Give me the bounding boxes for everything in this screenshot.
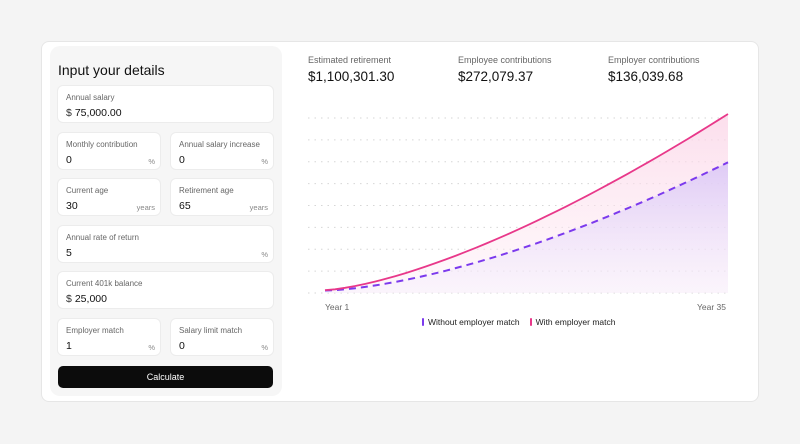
calculator-card: Input your details Annual salary $75,000… xyxy=(41,41,759,402)
percent-suffix: % xyxy=(261,343,268,352)
annual-salary-increase-input[interactable]: 0 xyxy=(179,154,185,166)
retirement-growth-chart xyxy=(308,113,729,294)
field-label: Monthly contribution xyxy=(66,140,138,149)
stat-value: $1,100,301.30 xyxy=(308,69,395,84)
field-label: Current age xyxy=(66,186,109,195)
without-match-line xyxy=(324,161,729,292)
with-match-line xyxy=(324,113,729,291)
salary-limit-match-field[interactable]: Salary limit match 0 % xyxy=(171,319,273,355)
annual-salary-field[interactable]: Annual salary $75,000.00 xyxy=(58,86,273,122)
field-label: Annual salary xyxy=(66,93,115,102)
field-label: Annual rate of return xyxy=(66,233,139,242)
retirement-age-input[interactable]: 65 xyxy=(179,200,191,212)
current-age-input[interactable]: 30 xyxy=(66,200,78,212)
pink-swatch-icon xyxy=(529,318,532,326)
retirement-age-field[interactable]: Retirement age 65 years xyxy=(171,179,273,215)
legend-label: Without employer match xyxy=(428,317,520,327)
field-label: Employer match xyxy=(66,326,124,335)
annual-rate-of-return-field[interactable]: Annual rate of return 5 % xyxy=(58,226,273,262)
legend-label: With employer match xyxy=(535,317,616,327)
percent-suffix: % xyxy=(148,157,155,166)
annual-salary-increase-field[interactable]: Annual salary increase 0 % xyxy=(171,133,273,169)
dollar-prefix: $ xyxy=(66,107,72,119)
stat-label: Employer contributions xyxy=(608,55,700,65)
years-suffix: years xyxy=(249,203,268,212)
field-label: Annual salary increase xyxy=(179,140,260,149)
dollar-prefix: $ xyxy=(66,293,72,305)
field-label: Retirement age xyxy=(179,186,234,195)
stat-estimated-retirement: Estimated retirement $1,100,301.30 xyxy=(308,55,394,84)
annual-salary-input[interactable]: 75,000.00 xyxy=(74,107,122,119)
x-axis-end-label: Year 35 xyxy=(697,302,726,312)
employer-match-field[interactable]: Employer match 1 % xyxy=(58,319,160,355)
salary-limit-match-input[interactable]: 0 xyxy=(179,340,185,352)
monthly-contribution-input[interactable]: 0 xyxy=(66,154,72,166)
chart-legend: Without employer match With employer mat… xyxy=(422,317,616,327)
stat-employee-contributions: Employee contributions $272,079.37 xyxy=(458,55,552,84)
stat-label: Estimated retirement xyxy=(308,55,392,65)
legend-item-with-match[interactable]: With employer match xyxy=(529,317,616,327)
percent-suffix: % xyxy=(261,250,268,259)
employer-match-input[interactable]: 1 xyxy=(66,340,72,352)
current-401k-balance-field[interactable]: Current 401k balance $25,000 xyxy=(58,272,273,308)
percent-suffix: % xyxy=(261,157,268,166)
field-label: Salary limit match xyxy=(179,326,243,335)
stat-value: $136,039.68 xyxy=(608,69,684,84)
percent-suffix: % xyxy=(148,343,155,352)
current-401k-balance-input[interactable]: 25,000 xyxy=(74,293,107,305)
legend-item-without-match[interactable]: Without employer match xyxy=(422,317,520,327)
stat-value: $272,079.37 xyxy=(458,69,534,84)
stat-label: Employee contributions xyxy=(458,55,552,65)
monthly-contribution-field[interactable]: Monthly contribution 0 % xyxy=(58,133,160,169)
annual-rate-of-return-input[interactable]: 5 xyxy=(66,247,72,259)
stat-employer-contributions: Employer contributions $136,039.68 xyxy=(608,55,700,84)
form-title: Input your details xyxy=(58,62,165,78)
field-label: Current 401k balance xyxy=(66,279,143,288)
purple-swatch-icon xyxy=(422,318,424,326)
current-age-field[interactable]: Current age 30 years xyxy=(58,179,160,215)
without-match-area xyxy=(325,162,728,293)
calculate-button[interactable]: Calculate xyxy=(58,366,273,388)
years-suffix: years xyxy=(136,203,155,212)
input-panel: Input your details Annual salary $75,000… xyxy=(50,46,282,396)
x-axis-start-label: Year 1 xyxy=(325,302,350,312)
